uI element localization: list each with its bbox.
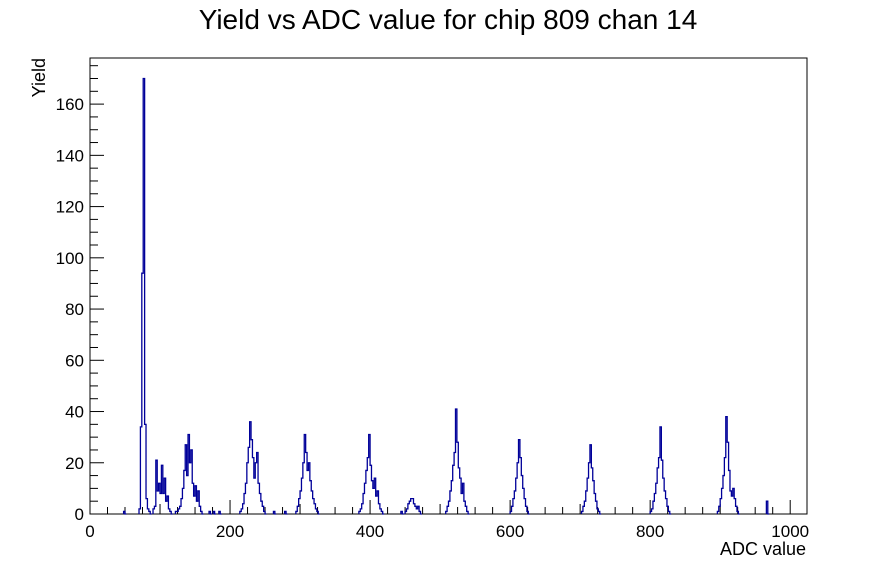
x-tick-label: 0 (85, 522, 94, 541)
y-tick-label: 40 (65, 403, 84, 422)
y-tick-label: 60 (65, 351, 84, 370)
y-tick-label: 160 (56, 95, 84, 114)
y-tick-label: 140 (56, 146, 84, 165)
x-tick-label: 1000 (771, 522, 809, 541)
y-axis-title: Yield (29, 58, 49, 97)
y-tick-label: 80 (65, 300, 84, 319)
y-tick-label: 120 (56, 198, 84, 217)
plot-frame (89, 57, 808, 515)
x-tick-label: 400 (356, 522, 384, 541)
y-tick-label: 20 (65, 454, 84, 473)
x-axis-title: ADC value (720, 539, 806, 559)
x-tick-label: 600 (496, 522, 524, 541)
x-tick-label: 800 (636, 522, 664, 541)
chart-title: Yield vs ADC value for chip 809 chan 14 (198, 4, 698, 35)
axis-ticks (89, 65, 791, 515)
y-tick-label: 100 (56, 249, 84, 268)
histogram-series (122, 77, 770, 515)
tick-labels: 0 200 400 600 800 1000 0 20 40 60 80 100 120 140 160 (56, 95, 809, 541)
x-tick-label: 200 (216, 522, 244, 541)
y-tick-label: 0 (75, 505, 84, 524)
